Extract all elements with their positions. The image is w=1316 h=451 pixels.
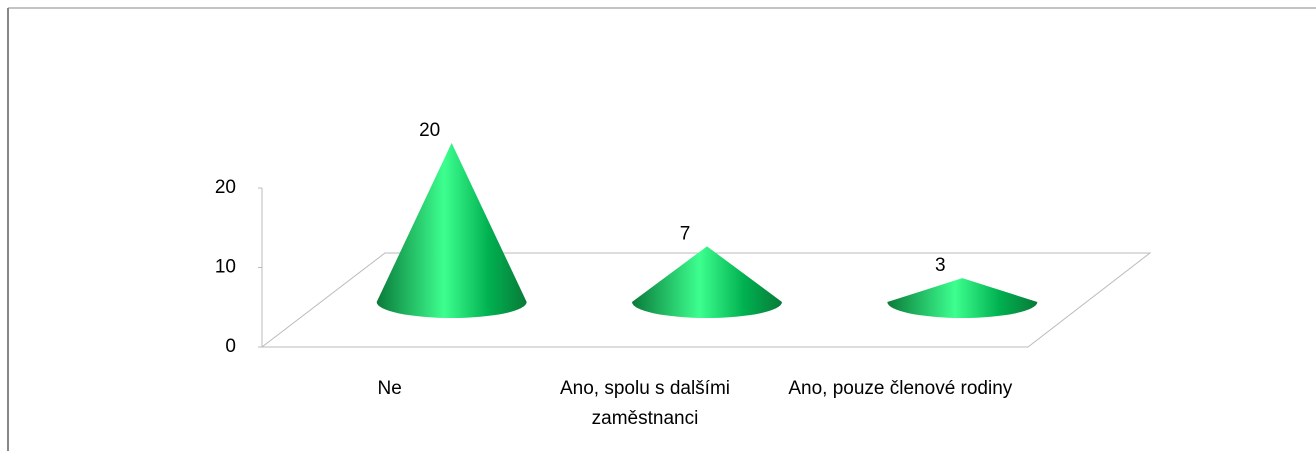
cone xyxy=(632,246,782,318)
y-tick-label: 0 xyxy=(225,336,236,357)
value-label: 20 xyxy=(419,120,440,141)
value-label: 3 xyxy=(935,255,946,276)
y-tick-label: 10 xyxy=(215,257,236,278)
floor xyxy=(260,252,1152,348)
value-label: 7 xyxy=(680,223,691,244)
x-tick-label: Ano, pouze členové rodiny xyxy=(788,378,1013,399)
x-tick-label: Ne xyxy=(377,378,402,399)
y-tick-label: 20 xyxy=(215,177,236,198)
cone xyxy=(887,278,1038,318)
cone xyxy=(376,143,527,318)
x-tick-label: Ano, spolu s dalšími zaměstnanci xyxy=(559,378,731,429)
